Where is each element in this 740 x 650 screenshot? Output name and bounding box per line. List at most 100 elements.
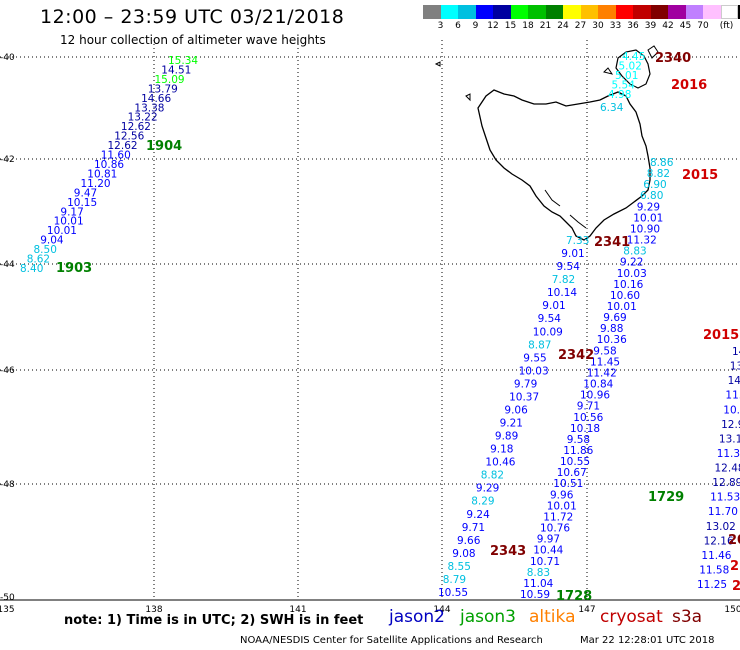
color-scale-label: 70 (697, 21, 709, 31)
wave-height-value: 9.22 (620, 257, 643, 269)
lat-lon-grid (0, 40, 740, 600)
wave-height-value: 10.76 (540, 523, 570, 535)
color-swatch (633, 5, 651, 19)
wave-height-value: 12.91 (721, 419, 740, 431)
wave-height-value: 10.56 (573, 412, 603, 424)
wave-height-value: 9.18 (490, 444, 513, 456)
wave-height-value: 14.66 (141, 93, 171, 105)
color-swatch (475, 5, 493, 19)
wave-height-value: 9.66 (457, 535, 481, 547)
wave-height-value: 10.55 (438, 587, 468, 599)
track-time-label: 2343 (490, 544, 526, 559)
page-title: 12:00 – 23:59 UTC 03/21/2018 (40, 6, 345, 28)
wave-height-value: 9.55 (523, 352, 546, 364)
wave-height-value: 9.54 (557, 261, 581, 273)
wave-height-value: 10.09 (533, 326, 563, 338)
lon-tick-label: 147 (578, 605, 595, 615)
wave-height-value: 9.24 (466, 509, 490, 521)
wave-height-value: 8.83 (623, 246, 646, 258)
lon-tick-label: 135 (0, 605, 15, 615)
wave-height-value: 12.56 (114, 131, 144, 143)
wave-height-value: 8.83 (527, 567, 550, 579)
color-scale-unit: (ft) (719, 21, 734, 31)
wave-height-value: 8.50 (34, 244, 57, 256)
wave-height-value: 12.89 (712, 477, 740, 489)
wave-height-value: 11.72 (543, 512, 573, 524)
wave-height-value: 10.03 (617, 268, 647, 280)
color-scale-label: 24 (557, 21, 569, 31)
wave-height-value: 12.48 (715, 463, 740, 475)
wave-height-value: 8.87 (528, 339, 551, 351)
wave-height-value: 11.60 (101, 150, 131, 162)
color-scale-label: 33 (609, 21, 622, 31)
color-swatch (510, 5, 528, 19)
wave-height-value: 12.62 (121, 121, 151, 133)
color-swatch (545, 5, 563, 19)
wave-height-value: 11.42 (587, 368, 617, 380)
wave-height-value: 9.47 (74, 187, 97, 199)
wave-height-value: 10.60 (610, 290, 640, 302)
legend-jason3: jason3 (460, 607, 516, 627)
lat-tick-label: -44 (0, 260, 15, 270)
wave-height-value: 10.84 (583, 379, 613, 391)
color-swatch (738, 5, 740, 19)
wave-height-value: 10.27 (723, 404, 740, 416)
wave-height-value: 10.71 (530, 556, 560, 568)
wave-height-value: 10.16 (613, 279, 643, 291)
wave-height-value: 9.21 (500, 418, 523, 430)
color-scale-label: 39 (644, 21, 657, 31)
color-scale-label: 36 (627, 21, 639, 31)
lat-tick-label: -46 (0, 366, 15, 376)
color-scale-label: 9 (472, 21, 479, 31)
color-scale-label: 6 (455, 21, 461, 31)
wave-height-value: 10.86 (94, 159, 124, 171)
wave-height-value: 7.33 (566, 235, 589, 247)
lat-tick-label: -50 (0, 593, 15, 603)
legend-altika: altika (529, 607, 576, 627)
legend-cryosat: cryosat (600, 607, 663, 627)
wave-height-value: 10.01 (47, 225, 77, 237)
lon-tick-label: 144 (433, 605, 450, 615)
wave-height-value: 13.22 (128, 112, 158, 124)
wave-height-value: 10.90 (630, 224, 660, 236)
wave-height-value: 11.70 (708, 506, 738, 518)
wave-height-value: 8.86 (650, 157, 674, 169)
track-time-label: 20 (728, 533, 740, 548)
wave-height-value: 9.08 (452, 548, 475, 560)
wave-height-value: 7.82 (552, 274, 575, 286)
page-subtitle: 12 hour collection of altimeter wave hei… (60, 33, 326, 47)
wave-height-value: 9.69 (603, 312, 626, 324)
wave-height-value: 6.80 (640, 190, 663, 202)
color-scale-label: 3 (437, 21, 444, 31)
wave-height-value: 8.55 (448, 561, 471, 573)
wave-height-value: 10.46 (485, 457, 515, 469)
footer-timestamp: Mar 22 12:28:01 UTC 2018 (580, 635, 715, 646)
lon-tick-label: 138 (145, 605, 162, 615)
wave-height-value: 5.01 (615, 70, 638, 82)
wave-height-value: 9.04 (40, 235, 64, 247)
wave-height-value: 14.90 (728, 375, 740, 387)
wave-height-value: 13.19 (719, 433, 740, 445)
color-swatch (580, 5, 598, 19)
track-time-label: 1729 (648, 490, 684, 505)
color-swatch (598, 5, 616, 19)
wave-height-value: 10.55 (560, 456, 590, 468)
color-swatch (528, 5, 546, 19)
wave-height-value: 9.06 (504, 405, 528, 417)
wave-height-value: 9.89 (495, 431, 518, 443)
color-swatch (440, 5, 458, 19)
track-time-label: 2 (732, 579, 740, 594)
wave-height-value: 11.20 (81, 178, 111, 190)
wave-height-value: 9.58 (593, 345, 616, 357)
color-swatch (458, 5, 476, 19)
color-swatch (720, 5, 738, 19)
wave-height-value: 4.98 (608, 89, 631, 101)
wave-height-value: 8.82 (647, 168, 670, 180)
color-swatch (563, 5, 581, 19)
wave-height-value: 8.62 (27, 254, 50, 266)
wave-height-value: 10.01 (547, 500, 577, 512)
wave-height-value: 11.68 (725, 390, 740, 402)
wave-height-value: 10.44 (533, 545, 563, 557)
wave-height-value: 6.90 (643, 179, 666, 191)
